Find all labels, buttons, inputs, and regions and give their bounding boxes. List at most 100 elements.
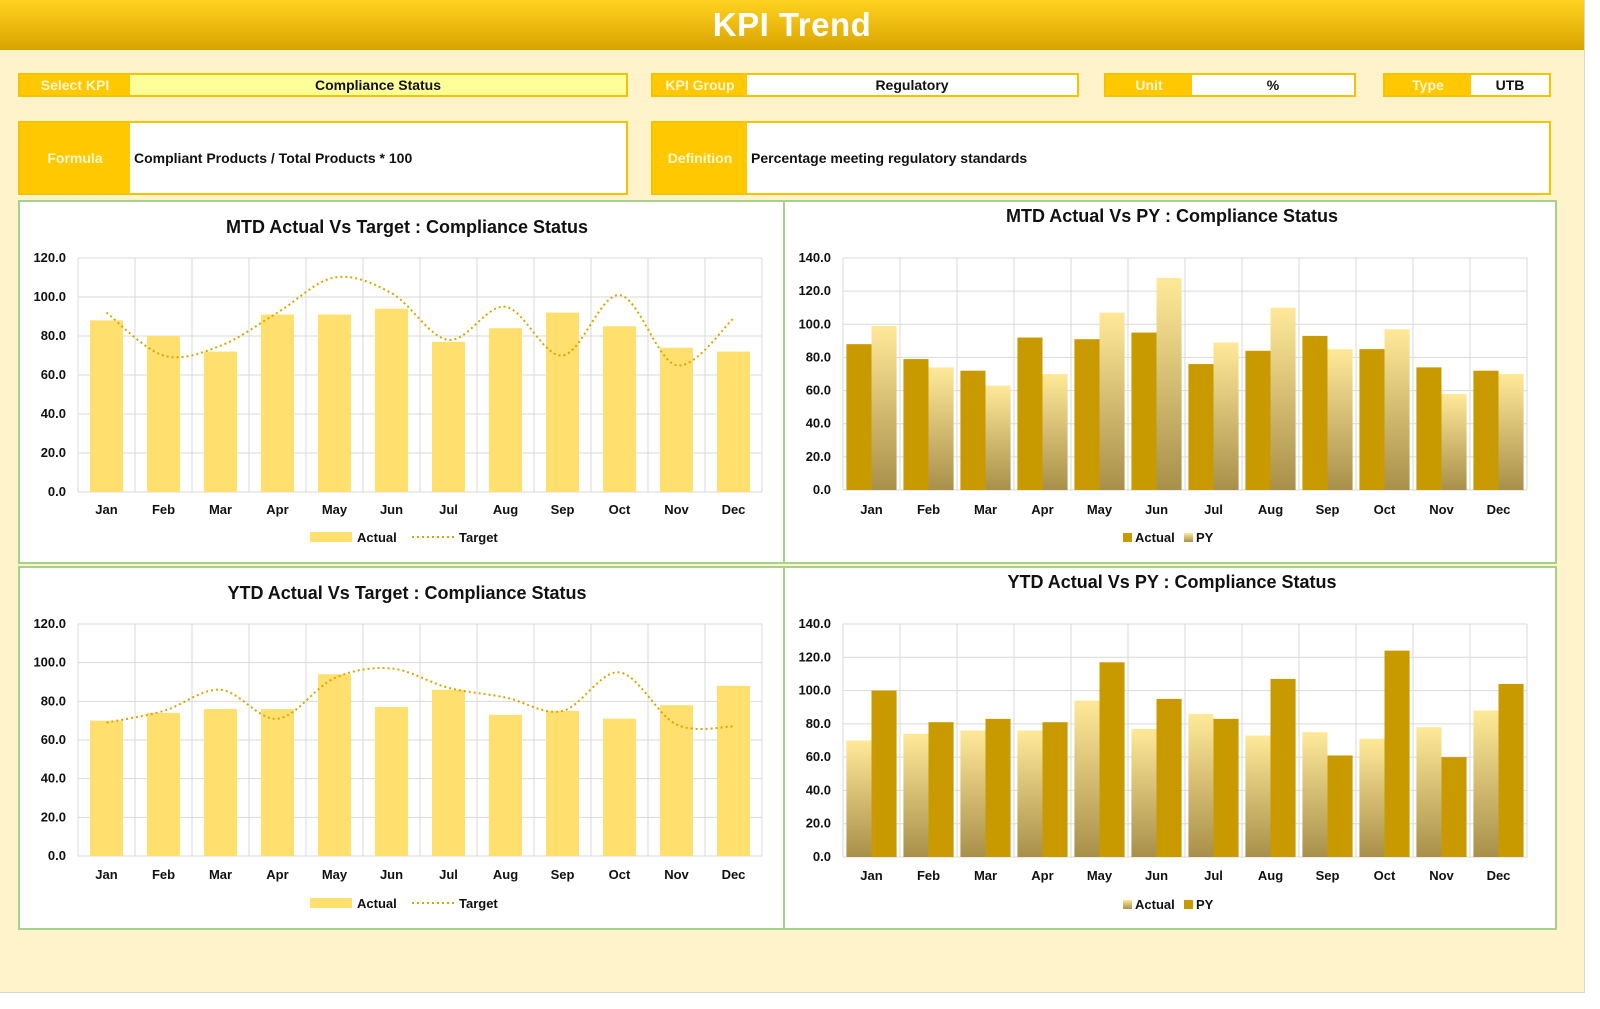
bar-actual-feb bbox=[146, 336, 181, 492]
bar-py-feb bbox=[928, 722, 954, 857]
x-tick-label: Apr bbox=[1031, 502, 1053, 517]
legend-swatch-py bbox=[1184, 533, 1193, 542]
bar-actual-jan bbox=[89, 720, 124, 856]
chart-legend: Actual PY bbox=[1123, 897, 1214, 912]
bar-actual-aug bbox=[488, 328, 523, 492]
x-tick-label: Aug bbox=[1258, 868, 1283, 883]
bar-actual-jul bbox=[1188, 713, 1214, 857]
bar-actual-may bbox=[317, 314, 352, 492]
x-tick-label: Sep bbox=[1316, 868, 1340, 883]
bar-actual-sep bbox=[545, 711, 580, 856]
bar-actual-sep bbox=[1302, 335, 1328, 490]
bar-py-nov bbox=[1441, 393, 1467, 490]
legend-label-actual: Actual bbox=[1135, 530, 1175, 545]
y-tick-label: 0.0 bbox=[48, 484, 66, 499]
bar-actual-may bbox=[1074, 339, 1100, 490]
select-kpi-label: Select KPI bbox=[20, 75, 130, 95]
x-tick-label: May bbox=[322, 867, 348, 882]
x-tick-label: Jun bbox=[380, 867, 403, 882]
bar-actual-jan bbox=[846, 740, 872, 857]
x-tick-label: Jun bbox=[1145, 502, 1168, 517]
bar-actual-nov bbox=[1416, 367, 1442, 490]
x-tick-label: Aug bbox=[493, 867, 518, 882]
y-tick-label: 60.0 bbox=[806, 749, 831, 764]
bar-actual-mar bbox=[203, 709, 238, 856]
x-tick-label: Apr bbox=[266, 867, 288, 882]
bar-py-apr bbox=[1042, 374, 1068, 490]
x-tick-label: Sep bbox=[1316, 502, 1340, 517]
bar-actual-aug bbox=[1245, 735, 1271, 857]
bar-py-apr bbox=[1042, 722, 1068, 857]
x-tick-label: Dec bbox=[1487, 868, 1511, 883]
bar-actual-mar bbox=[960, 370, 986, 490]
ytd-actual-vs-target-panel: YTD Actual Vs Target : Compliance Status… bbox=[18, 566, 792, 930]
x-tick-label: Jan bbox=[95, 502, 117, 517]
bar-actual-oct bbox=[602, 326, 637, 492]
bar-actual-mar bbox=[960, 730, 986, 857]
x-tick-label: Feb bbox=[152, 867, 175, 882]
bar-actual-feb bbox=[903, 359, 929, 490]
x-tick-label: May bbox=[1087, 868, 1113, 883]
y-tick-label: 60.0 bbox=[41, 732, 66, 747]
legend-label-py: PY bbox=[1196, 897, 1214, 912]
y-tick-label: 40.0 bbox=[806, 416, 831, 431]
legend-label-target: Target bbox=[459, 530, 498, 545]
bar-py-mar bbox=[985, 718, 1011, 857]
y-tick-label: 40.0 bbox=[41, 771, 66, 786]
legend-swatch-actual bbox=[1123, 900, 1132, 909]
legend-swatch-actual bbox=[1123, 533, 1132, 542]
bar-py-jan bbox=[871, 325, 897, 490]
type-field: Type UTB bbox=[1383, 73, 1551, 97]
x-tick-label: Feb bbox=[917, 502, 940, 517]
target-line bbox=[105, 275, 735, 367]
chart-title: YTD Actual Vs PY : Compliance Status bbox=[1007, 572, 1336, 592]
y-tick-label: 20.0 bbox=[41, 809, 66, 824]
bar-actual-may bbox=[1074, 700, 1100, 857]
bar-actual-jul bbox=[431, 689, 466, 856]
y-tick-label: 20.0 bbox=[41, 445, 66, 460]
formula-value: Compliant Products / Total Products * 10… bbox=[134, 150, 413, 166]
bar-actual-dec bbox=[716, 351, 751, 492]
bar-py-oct bbox=[1384, 329, 1410, 490]
x-tick-label: Mar bbox=[974, 868, 997, 883]
x-tick-label: May bbox=[322, 502, 348, 517]
bar-actual-aug bbox=[488, 714, 523, 856]
y-tick-label: 40.0 bbox=[41, 406, 66, 421]
unit-label: Unit bbox=[1106, 75, 1192, 95]
x-tick-label: Feb bbox=[152, 502, 175, 517]
bar-actual-oct bbox=[1359, 738, 1385, 857]
bar-actual-apr bbox=[260, 709, 295, 856]
chart-title: MTD Actual Vs Target : Compliance Status bbox=[226, 217, 588, 237]
bar-actual-jan bbox=[846, 344, 872, 490]
bar-py-oct bbox=[1384, 650, 1410, 857]
mtd-actual-vs-target-chart: MTD Actual Vs Target : Compliance Status… bbox=[33, 217, 763, 545]
bar-actual-jun bbox=[1131, 332, 1157, 490]
x-tick-label: Sep bbox=[551, 867, 575, 882]
legend-label-actual: Actual bbox=[357, 896, 397, 911]
bar-py-sep bbox=[1327, 755, 1353, 857]
y-tick-label: 0.0 bbox=[813, 482, 831, 497]
bar-actual-nov bbox=[659, 347, 694, 492]
legend-label-actual: Actual bbox=[357, 530, 397, 545]
bar-py-may bbox=[1099, 312, 1125, 490]
mtd-actual-vs-py-panel: MTD Actual Vs PY : Compliance Status 0.0 2… bbox=[783, 200, 1557, 564]
chart-title: YTD Actual Vs Target : Compliance Status bbox=[227, 583, 586, 603]
bar-actual-dec bbox=[1473, 710, 1499, 857]
target-line bbox=[106, 667, 734, 731]
bar-actual-dec bbox=[716, 685, 751, 856]
dashboard-frame: KPI Trend Select KPI Compliance Status K… bbox=[0, 0, 1585, 993]
y-tick-label: 120.0 bbox=[33, 616, 66, 631]
bar-actual-jun bbox=[374, 308, 409, 492]
page-title: KPI Trend bbox=[0, 0, 1584, 50]
ytd-actual-vs-py-panel: YTD Actual Vs PY : Compliance Status 0.0 2… bbox=[783, 566, 1557, 930]
y-tick-label: 80.0 bbox=[806, 349, 831, 364]
bar-actual-feb bbox=[146, 712, 181, 856]
x-tick-label: Nov bbox=[664, 867, 689, 882]
chart-legend: Actual Target bbox=[310, 896, 498, 911]
y-tick-label: 80.0 bbox=[41, 328, 66, 343]
mtd-actual-vs-target-panel: MTD Actual Vs Target : Compliance Status… bbox=[18, 200, 792, 564]
kpi-group-value: Regulatory bbox=[875, 77, 949, 93]
select-kpi-dropdown[interactable]: Compliance Status bbox=[130, 75, 626, 95]
type-label: Type bbox=[1385, 75, 1471, 95]
y-tick-label: 60.0 bbox=[41, 367, 66, 382]
